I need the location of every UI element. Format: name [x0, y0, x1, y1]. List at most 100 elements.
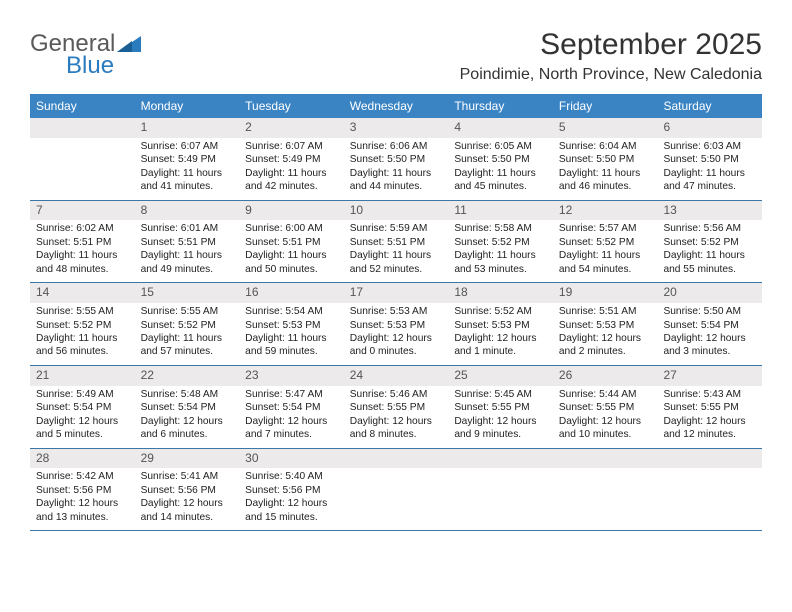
week-row: 21Sunrise: 5:49 AMSunset: 5:54 PMDayligh… [30, 366, 762, 449]
day-number: 29 [135, 449, 240, 469]
sunrise-text: Sunrise: 5:48 AM [141, 388, 234, 401]
daylight-text: Daylight: 11 hours and 53 minutes. [454, 249, 547, 276]
day-cell: 5Sunrise: 6:04 AMSunset: 5:50 PMDaylight… [553, 118, 658, 200]
daylight-text: Daylight: 11 hours and 50 minutes. [245, 249, 338, 276]
sunset-text: Sunset: 5:56 PM [141, 484, 234, 497]
daylight-text: Daylight: 12 hours and 7 minutes. [245, 415, 338, 442]
day-number: 7 [30, 201, 135, 221]
day-details: Sunrise: 5:59 AMSunset: 5:51 PMDaylight:… [344, 220, 449, 282]
day-number: 20 [657, 283, 762, 303]
day-cell: 19Sunrise: 5:51 AMSunset: 5:53 PMDayligh… [553, 283, 658, 365]
day-details: Sunrise: 5:52 AMSunset: 5:53 PMDaylight:… [448, 303, 553, 365]
day-number: 27 [657, 366, 762, 386]
week-row: 1Sunrise: 6:07 AMSunset: 5:49 PMDaylight… [30, 118, 762, 201]
day-details: Sunrise: 5:48 AMSunset: 5:54 PMDaylight:… [135, 386, 240, 448]
daylight-text: Daylight: 12 hours and 5 minutes. [36, 415, 129, 442]
daylight-text: Daylight: 11 hours and 56 minutes. [36, 332, 129, 359]
day-cell: 3Sunrise: 6:06 AMSunset: 5:50 PMDaylight… [344, 118, 449, 200]
day-details: Sunrise: 6:02 AMSunset: 5:51 PMDaylight:… [30, 220, 135, 282]
sunset-text: Sunset: 5:52 PM [36, 319, 129, 332]
day-cell: 21Sunrise: 5:49 AMSunset: 5:54 PMDayligh… [30, 366, 135, 448]
day-cell [344, 449, 449, 531]
day-number: 30 [239, 449, 344, 469]
day-cell: 30Sunrise: 5:40 AMSunset: 5:56 PMDayligh… [239, 449, 344, 531]
daylight-text: Daylight: 12 hours and 0 minutes. [350, 332, 443, 359]
sunset-text: Sunset: 5:55 PM [350, 401, 443, 414]
logo: General Blue [30, 28, 141, 78]
day-cell: 28Sunrise: 5:42 AMSunset: 5:56 PMDayligh… [30, 449, 135, 531]
day-details: Sunrise: 5:54 AMSunset: 5:53 PMDaylight:… [239, 303, 344, 365]
sunrise-text: Sunrise: 6:07 AM [245, 140, 338, 153]
dow-header: Friday [553, 94, 658, 118]
day-number: 26 [553, 366, 658, 386]
sunrise-text: Sunrise: 5:50 AM [663, 305, 756, 318]
title-block: September 2025 Poindimie, North Province… [460, 28, 762, 84]
sunrise-text: Sunrise: 6:00 AM [245, 222, 338, 235]
day-details: Sunrise: 5:55 AMSunset: 5:52 PMDaylight:… [30, 303, 135, 365]
sunrise-text: Sunrise: 5:52 AM [454, 305, 547, 318]
daylight-text: Daylight: 11 hours and 54 minutes. [559, 249, 652, 276]
day-number: 11 [448, 201, 553, 221]
sunrise-text: Sunrise: 5:55 AM [36, 305, 129, 318]
day-cell: 24Sunrise: 5:46 AMSunset: 5:55 PMDayligh… [344, 366, 449, 448]
daylight-text: Daylight: 11 hours and 46 minutes. [559, 167, 652, 194]
week-row: 14Sunrise: 5:55 AMSunset: 5:52 PMDayligh… [30, 283, 762, 366]
sunset-text: Sunset: 5:54 PM [141, 401, 234, 414]
day-details: Sunrise: 5:58 AMSunset: 5:52 PMDaylight:… [448, 220, 553, 282]
sunset-text: Sunset: 5:51 PM [350, 236, 443, 249]
sunset-text: Sunset: 5:49 PM [245, 153, 338, 166]
day-details: Sunrise: 6:07 AMSunset: 5:49 PMDaylight:… [135, 138, 240, 200]
daylight-text: Daylight: 11 hours and 52 minutes. [350, 249, 443, 276]
day-details: Sunrise: 6:01 AMSunset: 5:51 PMDaylight:… [135, 220, 240, 282]
day-cell: 23Sunrise: 5:47 AMSunset: 5:54 PMDayligh… [239, 366, 344, 448]
day-number: 24 [344, 366, 449, 386]
day-number: 17 [344, 283, 449, 303]
day-cell: 7Sunrise: 6:02 AMSunset: 5:51 PMDaylight… [30, 201, 135, 283]
day-cell: 17Sunrise: 5:53 AMSunset: 5:53 PMDayligh… [344, 283, 449, 365]
sunrise-text: Sunrise: 5:41 AM [141, 470, 234, 483]
day-details: Sunrise: 6:07 AMSunset: 5:49 PMDaylight:… [239, 138, 344, 200]
daylight-text: Daylight: 11 hours and 57 minutes. [141, 332, 234, 359]
daylight-text: Daylight: 12 hours and 6 minutes. [141, 415, 234, 442]
day-cell [657, 449, 762, 531]
day-details: Sunrise: 5:41 AMSunset: 5:56 PMDaylight:… [135, 468, 240, 530]
daylight-text: Daylight: 11 hours and 59 minutes. [245, 332, 338, 359]
day-details: Sunrise: 5:56 AMSunset: 5:52 PMDaylight:… [657, 220, 762, 282]
daylight-text: Daylight: 12 hours and 14 minutes. [141, 497, 234, 524]
dow-header: Sunday [30, 94, 135, 118]
day-number: 4 [448, 118, 553, 138]
daylight-text: Daylight: 12 hours and 10 minutes. [559, 415, 652, 442]
sunrise-text: Sunrise: 5:51 AM [559, 305, 652, 318]
sunrise-text: Sunrise: 5:55 AM [141, 305, 234, 318]
sunset-text: Sunset: 5:53 PM [245, 319, 338, 332]
sunset-text: Sunset: 5:53 PM [454, 319, 547, 332]
day-details: Sunrise: 6:03 AMSunset: 5:50 PMDaylight:… [657, 138, 762, 200]
sunset-text: Sunset: 5:54 PM [663, 319, 756, 332]
day-details: Sunrise: 5:50 AMSunset: 5:54 PMDaylight:… [657, 303, 762, 365]
sunset-text: Sunset: 5:54 PM [245, 401, 338, 414]
sunrise-text: Sunrise: 5:47 AM [245, 388, 338, 401]
dow-header: Thursday [448, 94, 553, 118]
daylight-text: Daylight: 11 hours and 42 minutes. [245, 167, 338, 194]
day-cell [448, 449, 553, 531]
day-details: Sunrise: 5:57 AMSunset: 5:52 PMDaylight:… [553, 220, 658, 282]
day-number [448, 449, 553, 469]
day-number [344, 449, 449, 469]
daylight-text: Daylight: 12 hours and 8 minutes. [350, 415, 443, 442]
day-number: 15 [135, 283, 240, 303]
week-row: 7Sunrise: 6:02 AMSunset: 5:51 PMDaylight… [30, 201, 762, 284]
sunset-text: Sunset: 5:53 PM [350, 319, 443, 332]
sunrise-text: Sunrise: 5:40 AM [245, 470, 338, 483]
day-number: 3 [344, 118, 449, 138]
sunrise-text: Sunrise: 6:04 AM [559, 140, 652, 153]
sunset-text: Sunset: 5:51 PM [141, 236, 234, 249]
sunset-text: Sunset: 5:56 PM [245, 484, 338, 497]
day-number: 14 [30, 283, 135, 303]
day-number: 1 [135, 118, 240, 138]
sunset-text: Sunset: 5:53 PM [559, 319, 652, 332]
sunrise-text: Sunrise: 5:56 AM [663, 222, 756, 235]
daylight-text: Daylight: 12 hours and 12 minutes. [663, 415, 756, 442]
sunrise-text: Sunrise: 6:03 AM [663, 140, 756, 153]
day-cell: 26Sunrise: 5:44 AMSunset: 5:55 PMDayligh… [553, 366, 658, 448]
day-details: Sunrise: 5:55 AMSunset: 5:52 PMDaylight:… [135, 303, 240, 365]
